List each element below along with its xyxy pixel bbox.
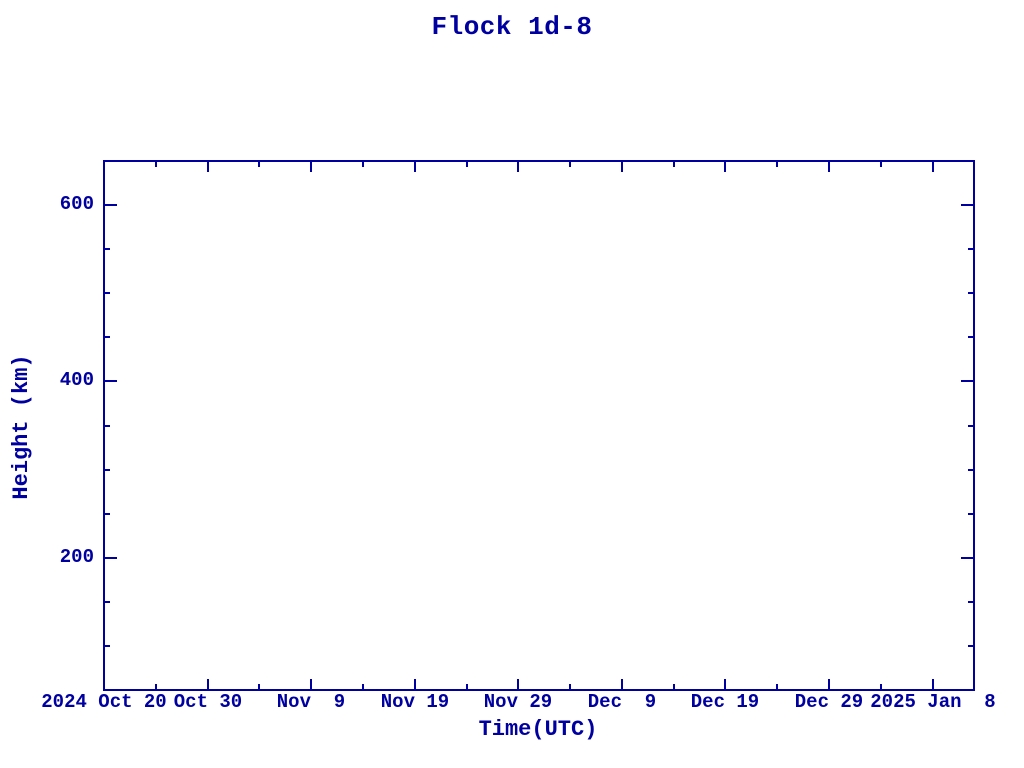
x-minor-tick-bottom [569,684,571,689]
y-minor-tick-right [968,469,973,471]
y-minor-tick-right [968,248,973,250]
x-major-tick-bottom [414,679,416,689]
x-major-tick-top [517,162,519,172]
y-minor-tick-left [105,601,110,603]
x-tick-label: Nov 19 [380,691,450,713]
x-major-tick-bottom [310,679,312,689]
x-major-tick-bottom [828,679,830,689]
y-minor-tick-left [105,513,110,515]
x-major-tick-top [103,162,105,172]
x-major-tick-bottom [207,679,209,689]
x-minor-tick-bottom [258,684,260,689]
x-major-tick-bottom [517,679,519,689]
x-major-tick-bottom [932,679,934,689]
y-major-tick-left [105,204,117,206]
x-major-tick-top [828,162,830,172]
x-tick-label: Dec 29 [794,691,864,713]
y-minor-tick-left [105,425,110,427]
y-minor-tick-right [968,292,973,294]
y-major-tick-right [961,557,973,559]
y-minor-tick-left [105,645,110,647]
x-minor-tick-bottom [776,684,778,689]
y-minor-tick-right [968,601,973,603]
x-axis-title: Time(UTC) [478,717,598,742]
plot-area [103,160,975,691]
x-tick-label: Dec 9 [587,691,657,713]
x-minor-tick-top [776,162,778,167]
y-minor-tick-left [105,469,110,471]
x-minor-tick-top [673,162,675,167]
x-major-tick-top [414,162,416,172]
x-minor-tick-bottom [466,684,468,689]
y-axis-title: Height (km) [9,354,34,500]
x-tick-label: Dec 19 [690,691,760,713]
x-tick-label: Oct 30 [173,691,243,713]
x-major-tick-top [724,162,726,172]
y-minor-tick-left [105,336,110,338]
y-major-tick-left [105,380,117,382]
x-tick-label: Nov 9 [276,691,346,713]
x-major-tick-top [207,162,209,172]
x-major-tick-top [621,162,623,172]
y-tick-label: 200 [59,546,94,568]
x-minor-tick-top [466,162,468,167]
x-major-tick-bottom [103,679,105,689]
x-major-tick-bottom [621,679,623,689]
x-minor-tick-bottom [155,684,157,689]
x-minor-tick-bottom [362,684,364,689]
x-tick-label: 2025 Jan 8 [870,691,996,713]
y-major-tick-right [961,204,973,206]
x-minor-tick-top [258,162,260,167]
x-tick-label: Nov 29 [483,691,553,713]
x-minor-tick-top [155,162,157,167]
y-major-tick-right [961,380,973,382]
x-tick-label: 2024 Oct 20 [41,691,167,713]
x-minor-tick-bottom [880,684,882,689]
x-major-tick-top [310,162,312,172]
y-tick-label: 400 [59,369,94,391]
x-major-tick-top [932,162,934,172]
y-minor-tick-right [968,513,973,515]
x-major-tick-bottom [724,679,726,689]
x-minor-tick-top [880,162,882,167]
y-major-tick-left [105,557,117,559]
x-minor-tick-top [569,162,571,167]
y-minor-tick-right [968,425,973,427]
y-minor-tick-right [968,336,973,338]
y-tick-label: 600 [59,193,94,215]
y-minor-tick-left [105,292,110,294]
x-minor-tick-top [362,162,364,167]
chart-title: Flock 1d-8 [431,12,593,42]
y-minor-tick-left [105,248,110,250]
x-minor-tick-bottom [673,684,675,689]
y-minor-tick-right [968,645,973,647]
